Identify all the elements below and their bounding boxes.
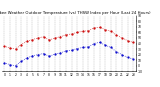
Title: Milwaukee Weather Outdoor Temperature (vs) THSW Index per Hour (Last 24 Hours): Milwaukee Weather Outdoor Temperature (v… bbox=[0, 11, 151, 15]
